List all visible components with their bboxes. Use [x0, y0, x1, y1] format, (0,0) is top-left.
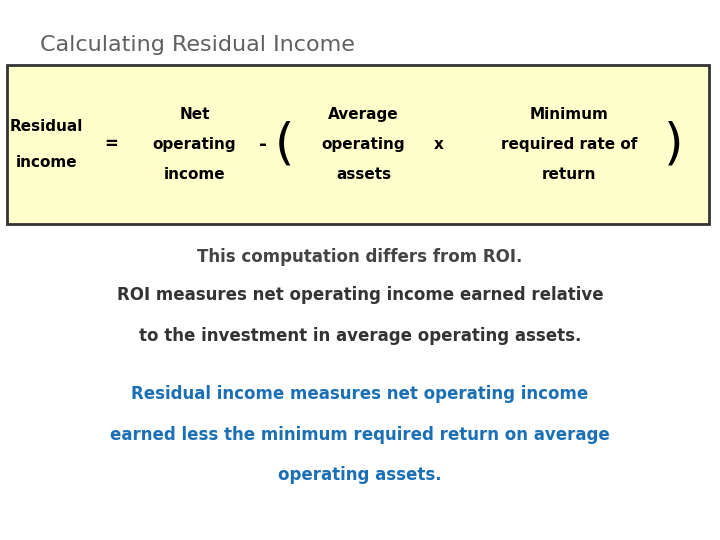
Text: =: =	[104, 136, 119, 153]
Text: Net: Net	[179, 107, 210, 122]
Text: Residual income measures net operating income: Residual income measures net operating i…	[131, 385, 589, 403]
Text: earned less the minimum required return on average: earned less the minimum required return …	[110, 426, 610, 444]
Text: Average: Average	[328, 107, 399, 122]
FancyBboxPatch shape	[7, 65, 709, 224]
Text: assets: assets	[336, 167, 391, 181]
Text: operating: operating	[153, 137, 236, 152]
Text: ROI measures net operating income earned relative: ROI measures net operating income earned…	[117, 286, 603, 305]
Text: required rate of: required rate of	[500, 137, 637, 152]
Text: Minimum: Minimum	[529, 107, 608, 122]
Text: operating assets.: operating assets.	[278, 466, 442, 484]
Text: Calculating Residual Income: Calculating Residual Income	[40, 35, 354, 55]
Text: x: x	[434, 137, 444, 152]
Text: income: income	[163, 167, 225, 181]
Text: Residual: Residual	[10, 119, 84, 134]
Text: ): )	[663, 120, 683, 168]
Text: (: (	[275, 120, 294, 168]
Text: to the investment in average operating assets.: to the investment in average operating a…	[139, 327, 581, 346]
Text: This computation differs from ROI.: This computation differs from ROI.	[197, 247, 523, 266]
Text: income: income	[16, 155, 78, 170]
Text: operating: operating	[322, 137, 405, 152]
Text: return: return	[541, 167, 596, 181]
Text: -: -	[258, 135, 267, 154]
